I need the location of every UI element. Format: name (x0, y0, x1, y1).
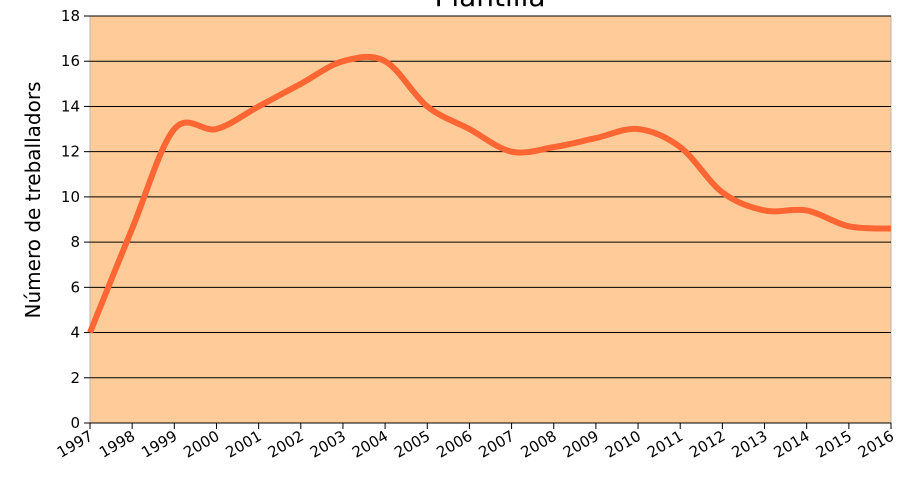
x-tick-label: 2005 (391, 427, 433, 462)
x-tick-label: 2014 (771, 427, 813, 462)
y-tick-label: 6 (70, 278, 80, 296)
plot-area (89, 15, 892, 424)
y-tick-label: 8 (70, 233, 80, 251)
y-tick-label: 4 (70, 324, 80, 342)
y-tick-label: 16 (61, 52, 80, 70)
x-tick-label: 2006 (433, 427, 475, 462)
x-tick-label: 2003 (307, 427, 349, 462)
x-tick-label: 1998 (96, 427, 138, 462)
y-tick-label: 0 (70, 414, 80, 432)
x-tick-label: 2000 (180, 427, 222, 462)
y-tick-label: 2 (70, 369, 80, 387)
x-tick-label: 2016 (855, 427, 897, 462)
y-axis-label: Número de treballadors (21, 82, 45, 319)
x-tick-label: 2010 (602, 427, 644, 462)
y-tick-label: 12 (61, 143, 80, 161)
x-tick-label: 1999 (138, 427, 180, 462)
x-tick-label: 2001 (223, 427, 265, 462)
y-tick-label: 10 (61, 188, 80, 206)
x-tick-label: 2013 (728, 427, 770, 462)
x-tick-label: 2002 (265, 427, 307, 462)
x-tick-label: 2008 (518, 427, 560, 462)
x-tick-label: 1997 (54, 427, 96, 462)
x-tick-label: 2004 (349, 427, 391, 462)
data-line (87, 53, 892, 334)
y-tick-label: 18 (61, 7, 80, 25)
x-tick-label: 2007 (476, 427, 518, 462)
y-tick-label: 14 (61, 97, 80, 115)
chart-title: Plantilla (434, 0, 545, 13)
x-tick-label: 2011 (644, 427, 686, 462)
x-tick-label: 2012 (686, 427, 728, 462)
x-tick-label: 2009 (560, 427, 602, 462)
x-tick-label: 2015 (813, 427, 855, 462)
